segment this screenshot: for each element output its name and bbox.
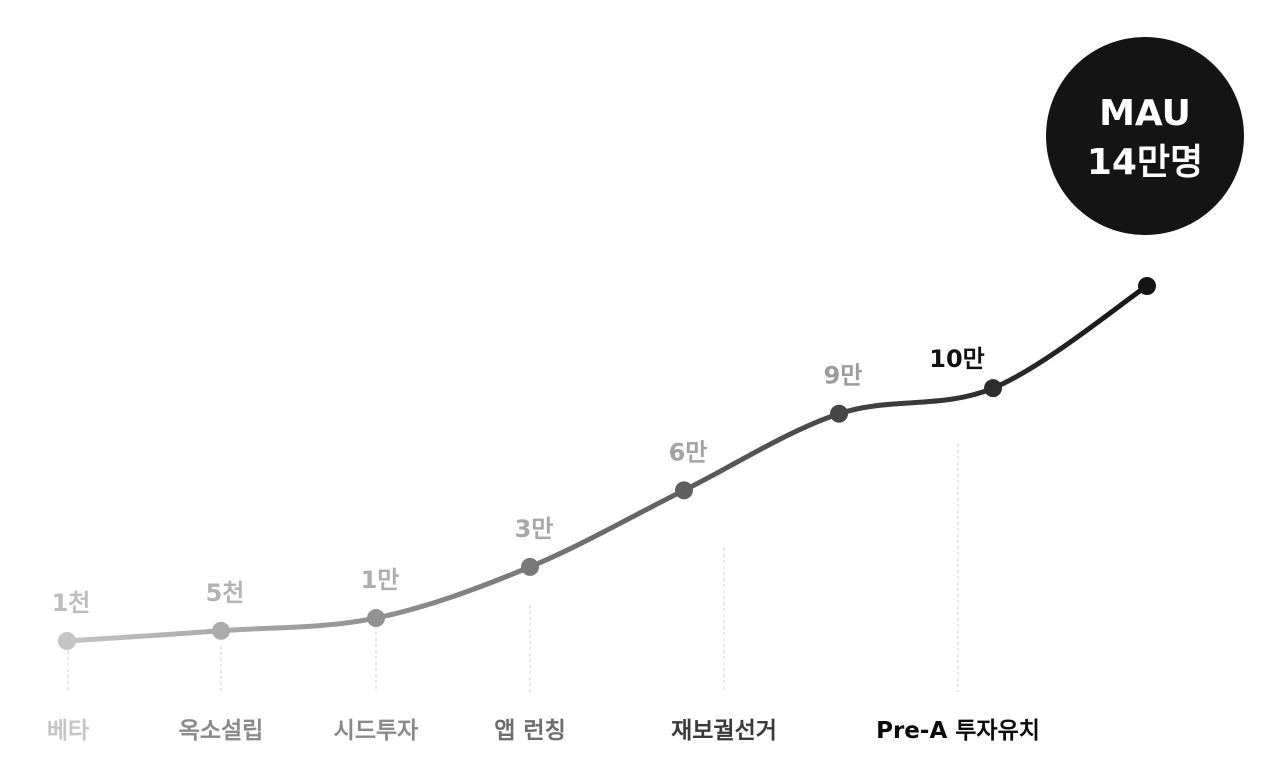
milestone-label: 재보궐선거 bbox=[671, 718, 777, 744]
value-label: 9만 bbox=[824, 362, 863, 390]
milestone-label: 옥소설립 bbox=[179, 718, 264, 744]
mau-badge-circle bbox=[1046, 37, 1244, 235]
milestone-label: 베타 bbox=[47, 718, 89, 744]
data-point bbox=[675, 481, 693, 500]
data-point bbox=[830, 404, 848, 423]
value-label: 1천 bbox=[52, 589, 91, 617]
data-point bbox=[367, 609, 385, 628]
growth-curve bbox=[64, 283, 1150, 644]
milestone-label: 앱 런칭 bbox=[494, 718, 566, 744]
milestone-labels: 베타 옥소설립 시드투자 앱 런칭 재보궐선거 Pre-A 투자유치 bbox=[47, 718, 1040, 744]
data-point bbox=[521, 557, 539, 576]
value-label: 3만 bbox=[515, 515, 554, 543]
data-points bbox=[58, 277, 1156, 650]
value-label: 1만 bbox=[361, 566, 400, 594]
value-label: 5천 bbox=[206, 579, 245, 607]
mau-badge: MAU 14만명 bbox=[1046, 37, 1244, 235]
milestone-label: Pre-A 투자유치 bbox=[876, 718, 1040, 744]
guide-lines bbox=[67, 444, 959, 692]
value-label: 10만 bbox=[929, 345, 984, 373]
value-label: 6만 bbox=[669, 438, 708, 466]
data-point bbox=[212, 621, 230, 640]
mau-badge-line1: MAU bbox=[1099, 93, 1191, 134]
value-labels: 1천 5천 1만 3만 6만 9만 10만 bbox=[52, 345, 985, 617]
data-point bbox=[58, 632, 76, 650]
data-point bbox=[1138, 277, 1156, 295]
mau-badge-line2: 14만명 bbox=[1087, 142, 1203, 183]
milestone-label: 시드투자 bbox=[334, 718, 419, 744]
data-point bbox=[984, 379, 1002, 398]
